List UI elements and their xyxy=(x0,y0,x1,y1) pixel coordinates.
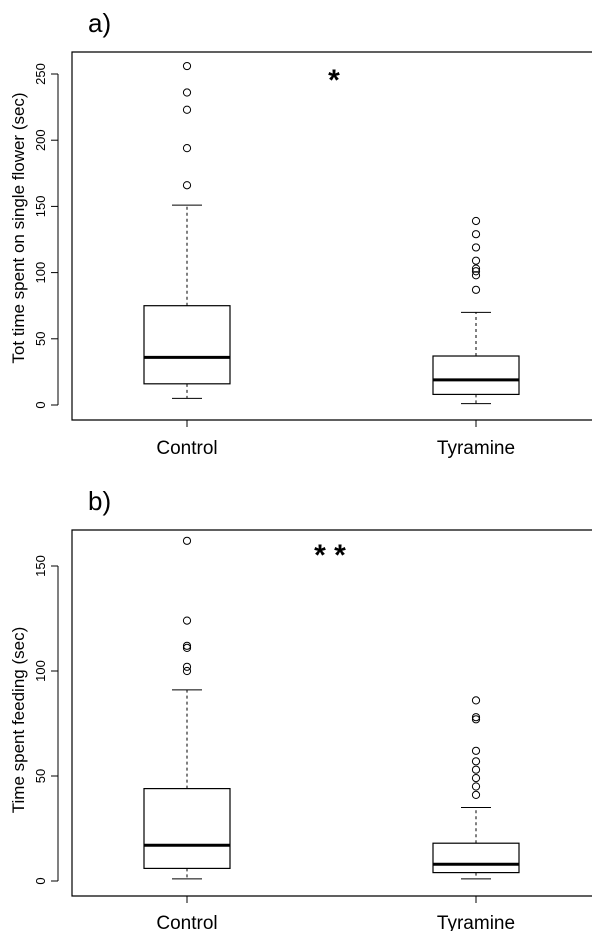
outlier-point xyxy=(472,217,479,224)
box-tyramine xyxy=(433,697,519,879)
x-tick-label: Tyramine xyxy=(437,438,515,459)
outlier-point xyxy=(183,182,190,189)
outlier-point xyxy=(183,617,190,624)
outlier-point xyxy=(472,783,479,790)
outlier-point xyxy=(183,145,190,152)
x-tick-label: Control xyxy=(156,438,217,459)
iqr-box xyxy=(433,356,519,394)
outlier-point xyxy=(472,791,479,798)
iqr-box xyxy=(433,843,519,872)
outlier-point xyxy=(472,257,479,264)
panel-label: a) xyxy=(88,8,111,38)
y-axis-label: Tot time spent on single flower (sec) xyxy=(9,92,28,363)
y-tick-label: 0 xyxy=(33,401,48,408)
x-tick-label: Control xyxy=(156,913,217,931)
y-tick-label: 250 xyxy=(33,63,48,85)
y-tick-label: 200 xyxy=(33,129,48,151)
outlier-point xyxy=(183,663,190,670)
chart-panel-1: a) 0 50 100 150 200 250 Tot time spent on singl… xyxy=(9,8,592,459)
significance-marker: * * xyxy=(314,539,346,572)
significance-marker: * xyxy=(328,64,340,97)
y-tick-label: 50 xyxy=(33,332,48,346)
box-control xyxy=(144,62,230,398)
outlier-point xyxy=(472,697,479,704)
iqr-box xyxy=(144,789,230,869)
outlier-point xyxy=(472,758,479,765)
box-control xyxy=(144,537,230,879)
box-tyramine xyxy=(433,217,519,403)
y-tick-label: 150 xyxy=(33,555,48,577)
y-axis-label: Time spent feeding (sec) xyxy=(9,627,28,813)
iqr-box xyxy=(144,306,230,384)
outlier-point xyxy=(183,62,190,69)
y-tick-label: 150 xyxy=(33,196,48,218)
outlier-point xyxy=(472,747,479,754)
outlier-point xyxy=(472,775,479,782)
y-tick-label: 50 xyxy=(33,769,48,783)
chart-panel-2: b) 0 50 100 150 Time spent feeding (sec) Contr… xyxy=(9,486,592,931)
panel-label: b) xyxy=(88,486,111,516)
outlier-point xyxy=(472,286,479,293)
outlier-point xyxy=(472,244,479,251)
y-tick-label: 0 xyxy=(33,877,48,884)
outlier-point xyxy=(183,106,190,113)
outlier-point xyxy=(183,667,190,674)
outlier-point xyxy=(183,537,190,544)
outlier-point xyxy=(472,231,479,238)
x-tick-label: Tyramine xyxy=(437,913,515,931)
y-tick-label: 100 xyxy=(33,262,48,284)
outlier-point xyxy=(472,766,479,773)
outlier-point xyxy=(183,89,190,96)
y-tick-label: 100 xyxy=(33,660,48,682)
